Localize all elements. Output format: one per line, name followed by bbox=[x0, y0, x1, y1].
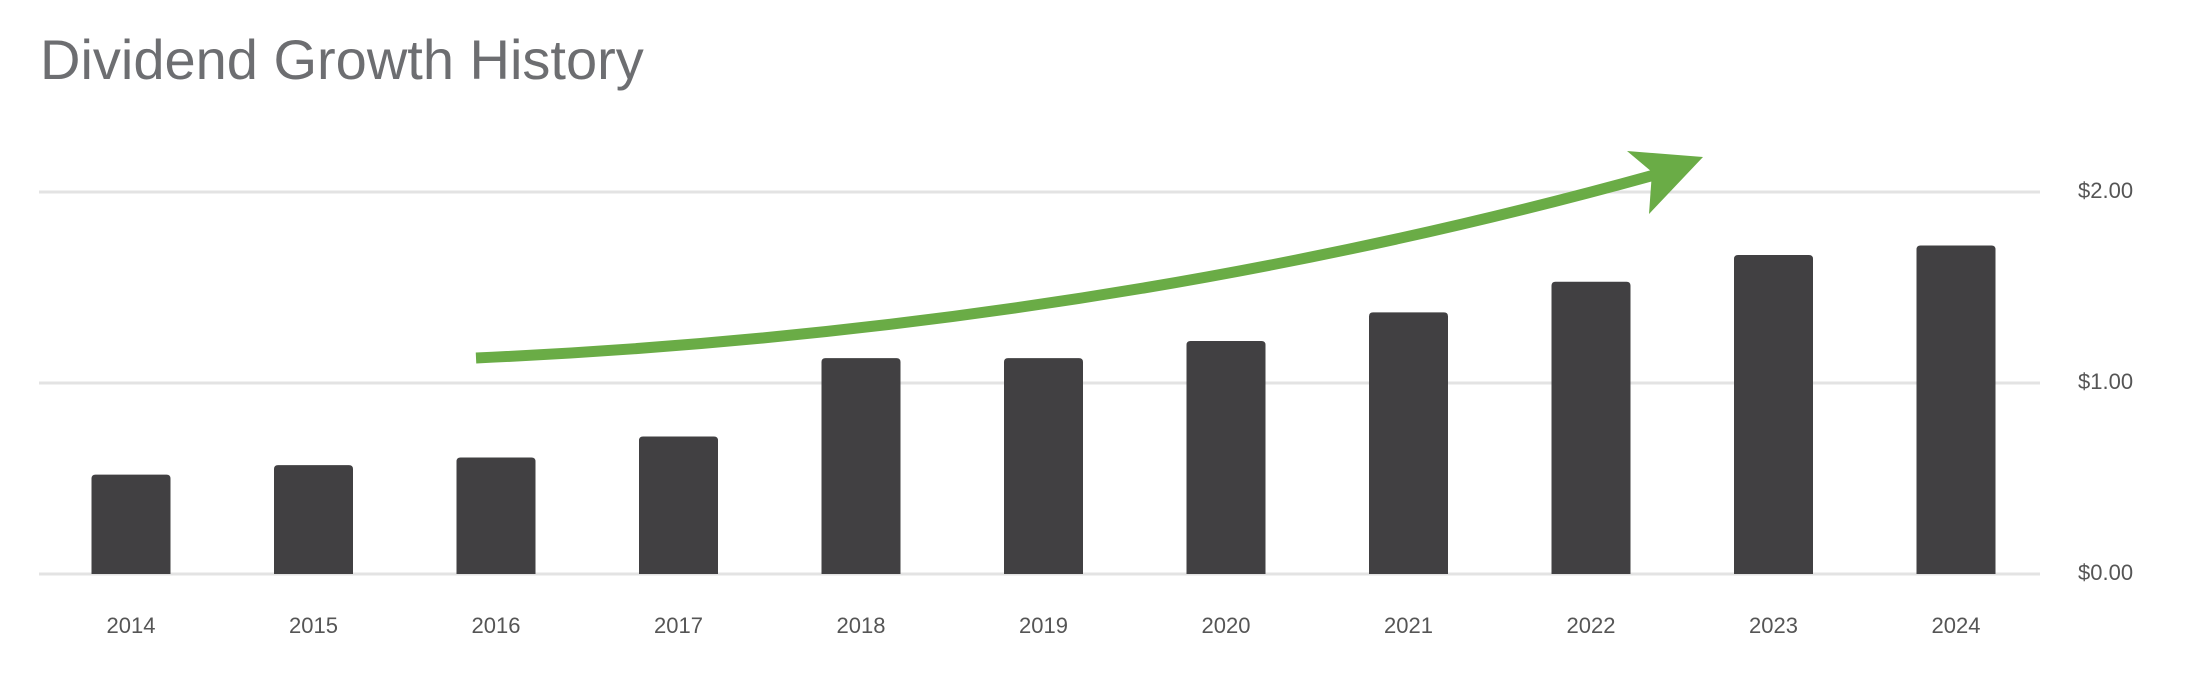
x-tick-label: 2016 bbox=[472, 613, 521, 638]
bar bbox=[456, 457, 536, 574]
growth-arrow bbox=[475, 151, 1703, 364]
x-tick-label: 2014 bbox=[107, 613, 156, 638]
bar bbox=[1734, 255, 1813, 574]
x-tick-label: 2017 bbox=[654, 613, 703, 638]
y-tick-label: $2.00 bbox=[2078, 178, 2133, 203]
x-tick-label: 2022 bbox=[1567, 613, 1616, 638]
x-tick-label: 2018 bbox=[837, 613, 886, 638]
x-tick-label: 2015 bbox=[289, 613, 338, 638]
y-tick-label: $1.00 bbox=[2078, 369, 2133, 394]
bar bbox=[91, 474, 171, 574]
bar bbox=[1369, 312, 1448, 574]
bar bbox=[274, 465, 353, 574]
arrow-shaft bbox=[475, 166, 1667, 364]
bars: 2014 2015 2016 2017 2018 2019 2020 2021 2022 2023… bbox=[91, 245, 1996, 638]
x-tick-label: 2024 bbox=[1932, 613, 1981, 638]
bar bbox=[639, 436, 718, 574]
x-tick-label: 2019 bbox=[1019, 613, 1068, 638]
bar bbox=[821, 358, 901, 574]
x-tick-label: 2020 bbox=[1202, 613, 1251, 638]
grid: $0.00 $1.00 $2.00 bbox=[39, 178, 2133, 585]
bar bbox=[1186, 340, 1266, 574]
arrow-head bbox=[1627, 151, 1703, 214]
chart-title: Dividend Growth History bbox=[40, 28, 644, 91]
x-tick-label: 2023 bbox=[1749, 613, 1798, 638]
bar bbox=[1551, 281, 1631, 574]
y-tick-label: $0.00 bbox=[2078, 560, 2133, 585]
bar bbox=[1916, 245, 1996, 575]
bar bbox=[1004, 358, 1083, 574]
x-tick-label: 2021 bbox=[1384, 613, 1433, 638]
